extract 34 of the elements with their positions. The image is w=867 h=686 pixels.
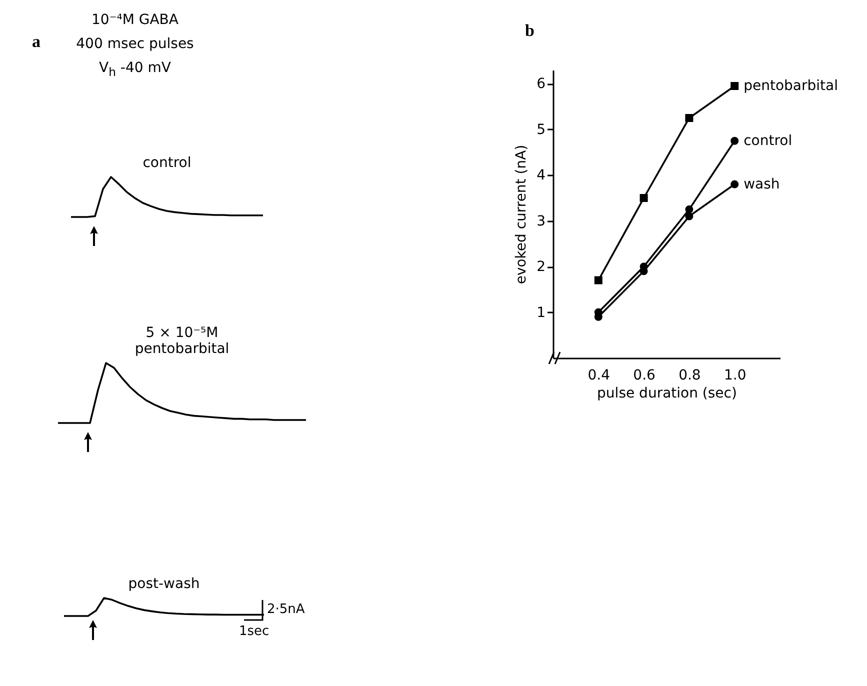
y-tick-label: 5 (536, 122, 546, 138)
point (640, 194, 648, 202)
text: 1sec (239, 624, 270, 639)
point (685, 114, 694, 122)
y-tick-label: 4 (536, 168, 546, 184)
point (685, 212, 694, 220)
chart-title: control (142, 155, 192, 172)
y-axis-title: evoked current (nA) (514, 144, 530, 284)
point (730, 82, 739, 90)
point (730, 136, 739, 145)
chart-title: 5 × 10⁻⁵M (146, 325, 218, 342)
y-tick-label: 1 (536, 304, 546, 321)
x-tick-label: 1.0 (724, 368, 746, 384)
series-label: control (744, 132, 792, 149)
y-tick-label: 3 (536, 213, 546, 230)
y-tick-label: 6 (536, 76, 546, 92)
series-label: pentobarbital (744, 78, 838, 94)
point (594, 276, 602, 284)
x-tick-label: 0.8 (678, 368, 701, 384)
x-tick-label: 0.4 (588, 368, 610, 384)
text: 10⁻⁴M GABA (90, 11, 180, 30)
point (730, 180, 739, 188)
text: V$_{h}$ -40 mV (98, 59, 172, 81)
chart-subtitle: pentobarbital (134, 341, 230, 358)
x-axis-title: pulse duration (sec) (597, 386, 737, 402)
chart-title: b (525, 21, 534, 40)
series-label: wash (744, 176, 780, 192)
y-tick-label: 2 (536, 259, 546, 276)
text: 400 msec pulses (76, 36, 194, 52)
point (685, 205, 694, 214)
chart-title: post-wash (128, 576, 200, 592)
text: a (32, 32, 40, 52)
annotation: 2·5nA (267, 602, 305, 617)
x-tick-label: 0.6 (633, 368, 656, 384)
